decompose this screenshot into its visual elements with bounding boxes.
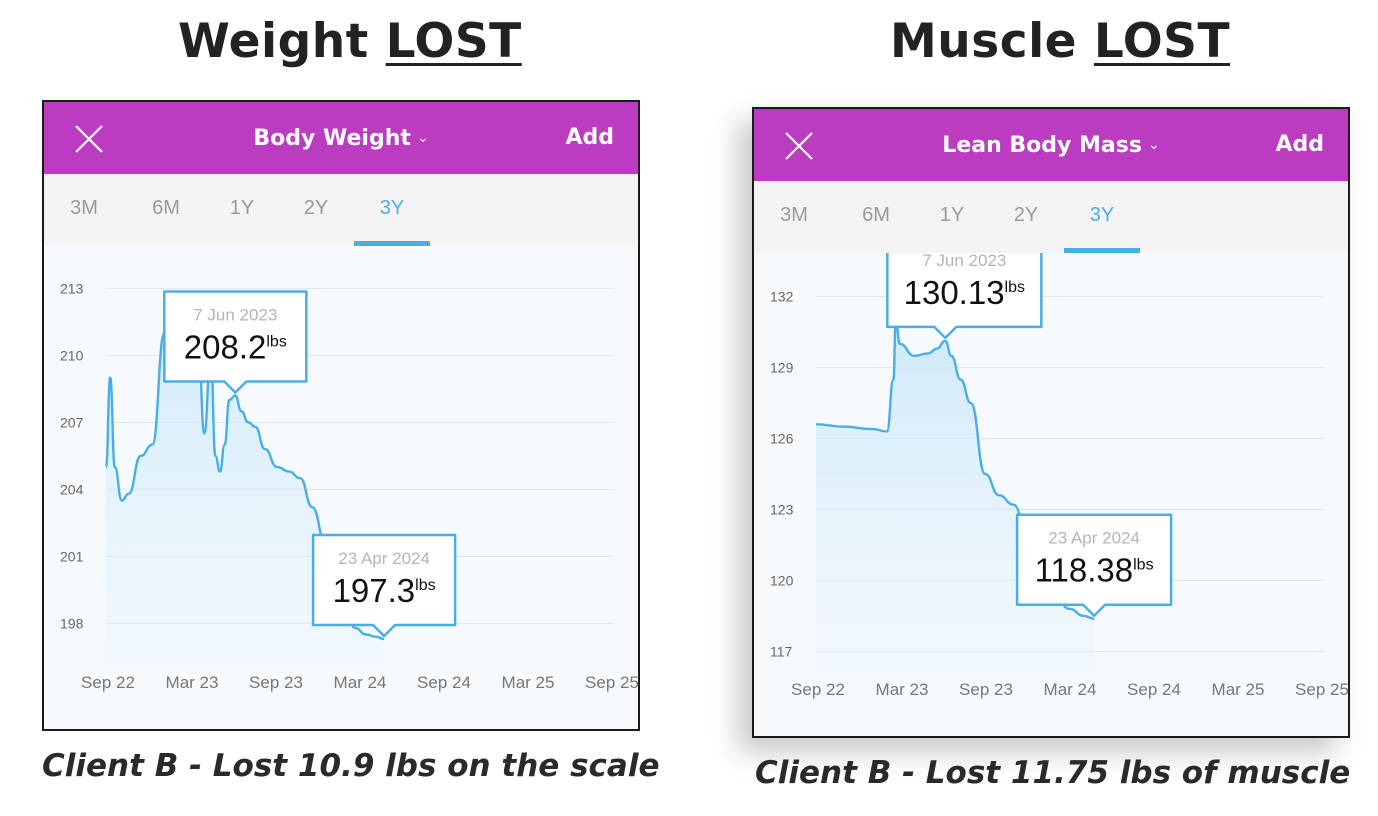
tooltip-value-unit: lbs <box>1005 279 1025 296</box>
weight-chart-area: 198 201 204 207 210 213 Sep 22 Mar 23 Sep 23 Mar … <box>44 246 638 729</box>
tooltip-value: 130.13lbs <box>904 274 1025 311</box>
tooltip-box <box>886 253 1043 340</box>
tooltip-date: 7 Jun 2023 <box>193 306 277 325</box>
heading-emphasis: LOST <box>1093 14 1231 69</box>
x-tick-label: Sep 24 <box>1127 680 1181 699</box>
y-tick-label: 120 <box>770 572 794 588</box>
active-tab-indicator <box>354 241 430 246</box>
x-tick-label: Mar 25 <box>502 673 555 692</box>
y-tick-label: 117 <box>770 643 793 659</box>
y-tick-label: 126 <box>770 431 794 447</box>
tab-3m[interactable]: 3M <box>780 204 808 226</box>
x-tick-label: Mar 24 <box>1044 680 1097 699</box>
x-tick-label: Mar 23 <box>876 680 929 699</box>
tab-3m[interactable]: 3M <box>70 197 98 219</box>
tooltip-value-unit: lbs <box>415 577 435 594</box>
lean-mass-chart-area: 117 120 123 126 129 132 Sep 22 Mar 23 Sep 23 Mar … <box>754 253 1348 736</box>
series-line <box>104 298 385 641</box>
weight-chart: 198 201 204 207 210 213 Sep 22 Mar 23 Sep 23 Mar … <box>60 280 638 692</box>
tab-3y[interactable]: 3Y <box>1064 181 1140 253</box>
tooltip-value-number: 197.3 <box>333 572 416 609</box>
y-tick-label: 198 <box>60 615 84 631</box>
heading-prefix: Weight <box>178 14 386 69</box>
y-tick-label: 207 <box>60 414 84 430</box>
tab-3y-label: 3Y <box>1089 204 1115 226</box>
lean-mass-chart: 117 120 123 126 129 132 Sep 22 Mar 23 Sep 23 Mar … <box>770 253 1348 699</box>
tooltip: 23 Apr 2024 118.38lbs <box>1015 513 1173 617</box>
tooltip-value: 208.2lbs <box>184 329 287 366</box>
x-tick-label: Mar 23 <box>166 673 219 692</box>
tooltip-value: 118.38lbs <box>1035 552 1154 589</box>
range-tabs: 3M 6M 1Y 2Y 3Y <box>44 174 638 246</box>
tooltip-value-unit: lbs <box>1133 557 1153 574</box>
tooltip: 7 Jun 2023 208.2lbs <box>163 290 308 394</box>
metric-title: Lean Body Mass <box>942 133 1142 158</box>
tooltip-box <box>163 290 308 394</box>
tooltip-value: 197.3lbs <box>333 572 436 609</box>
series-area <box>816 320 1095 677</box>
tooltip-value-number: 118.38 <box>1035 552 1133 589</box>
tab-3y[interactable]: 3Y <box>354 174 430 246</box>
lean-body-mass-screenshot: Lean Body Mass ⌄ Add 3M 6M 1Y 2Y 3Y 117 12… <box>752 107 1350 738</box>
tooltip-value-unit: lbs <box>266 334 286 351</box>
x-tick-label: Sep 24 <box>417 673 471 692</box>
x-tick-label: Sep 23 <box>249 673 303 692</box>
tooltip-box <box>311 533 457 638</box>
range-tabs: 3M 6M 1Y 2Y 3Y <box>754 181 1348 253</box>
weight-caption: Client B - Lost 10.9 lbs on the scale <box>42 748 660 784</box>
y-tick-label: 204 <box>60 481 84 497</box>
tab-2y[interactable]: 2Y <box>303 197 329 219</box>
add-button[interactable]: Add <box>565 125 614 150</box>
muscle-heading: Muscle LOST <box>890 14 1230 69</box>
y-tick-label: 201 <box>60 548 84 564</box>
metric-selector[interactable]: Body Weight ⌄ <box>44 102 638 174</box>
x-tick-label: Sep 23 <box>959 680 1013 699</box>
app-header-bar: Lean Body Mass ⌄ Add <box>754 109 1348 181</box>
tooltip-date: 23 Apr 2024 <box>1048 529 1140 548</box>
x-tick-label: Mar 25 <box>1212 680 1265 699</box>
y-tick-label: 132 <box>770 289 794 305</box>
tooltip-value-number: 130.13 <box>904 274 1005 311</box>
tooltip-date: 23 Apr 2024 <box>338 549 430 568</box>
heading-prefix: Muscle <box>890 14 1094 69</box>
weight-heading: Weight LOST <box>178 14 522 69</box>
muscle-caption: Client B - Lost 11.75 lbs of muscle <box>755 755 1351 791</box>
tooltip: 7 Jun 2023 130.13lbs <box>886 253 1043 340</box>
app-header-bar: Body Weight ⌄ Add <box>44 102 638 174</box>
add-button[interactable]: Add <box>1275 132 1324 157</box>
chevron-down-icon: ⌄ <box>1147 137 1160 153</box>
y-tick-label: 123 <box>770 501 794 517</box>
tab-3y-label: 3Y <box>379 197 405 219</box>
active-tab-indicator <box>1064 248 1140 253</box>
y-tick-label: 213 <box>60 280 84 296</box>
tooltip-box <box>1015 513 1173 617</box>
close-icon[interactable] <box>74 124 104 154</box>
tab-1y[interactable]: 1Y <box>939 204 965 226</box>
y-tick-label: 210 <box>60 347 84 363</box>
close-icon[interactable] <box>784 131 814 161</box>
x-tick-label: Sep 22 <box>81 673 135 692</box>
tooltip: 23 Apr 2024 197.3lbs <box>311 533 457 638</box>
body-weight-screenshot: Body Weight ⌄ Add 3M 6M 1Y 2Y 3Y 198 201 20… <box>42 100 640 731</box>
metric-selector[interactable]: Lean Body Mass ⌄ <box>754 109 1348 181</box>
tab-6m[interactable]: 6M <box>862 204 890 226</box>
chevron-down-icon: ⌄ <box>416 130 429 146</box>
heading-emphasis: LOST <box>385 14 522 69</box>
tooltip-value-number: 208.2 <box>184 329 267 366</box>
tab-1y[interactable]: 1Y <box>229 197 255 219</box>
y-tick-label: 129 <box>770 360 794 376</box>
metric-title: Body Weight <box>253 126 411 151</box>
x-tick-label: Mar 24 <box>334 673 387 692</box>
x-tick-label: Sep 22 <box>791 680 845 699</box>
tooltip-date: 7 Jun 2023 <box>922 253 1006 270</box>
tab-6m[interactable]: 6M <box>152 197 180 219</box>
x-tick-label: Sep 25 <box>1295 680 1348 699</box>
x-tick-label: Sep 25 <box>585 673 638 692</box>
tab-2y[interactable]: 2Y <box>1013 204 1039 226</box>
